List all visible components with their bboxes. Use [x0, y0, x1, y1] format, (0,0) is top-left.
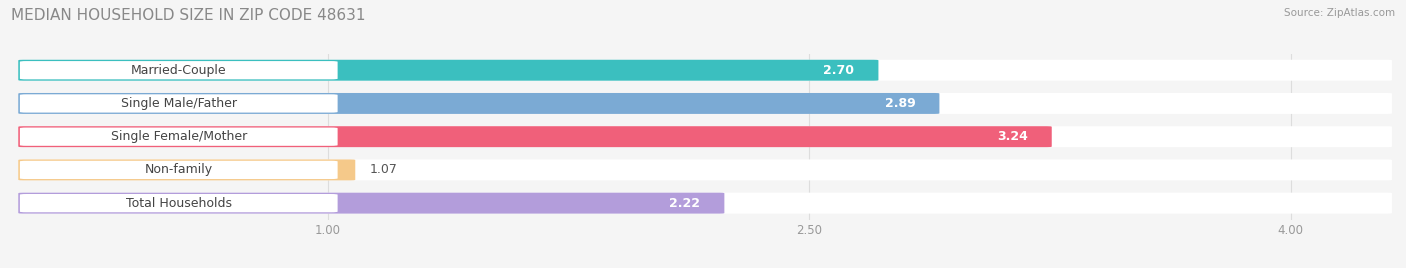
Text: Married-Couple: Married-Couple: [131, 64, 226, 77]
Text: MEDIAN HOUSEHOLD SIZE IN ZIP CODE 48631: MEDIAN HOUSEHOLD SIZE IN ZIP CODE 48631: [11, 8, 366, 23]
FancyBboxPatch shape: [18, 193, 724, 214]
FancyBboxPatch shape: [18, 193, 1392, 214]
FancyBboxPatch shape: [18, 126, 1052, 147]
FancyBboxPatch shape: [18, 60, 879, 81]
FancyBboxPatch shape: [18, 126, 1392, 147]
FancyBboxPatch shape: [20, 128, 337, 146]
Text: 2.22: 2.22: [669, 197, 700, 210]
FancyBboxPatch shape: [18, 159, 356, 180]
Text: Single Male/Father: Single Male/Father: [121, 97, 236, 110]
FancyBboxPatch shape: [18, 93, 939, 114]
Text: 3.24: 3.24: [997, 130, 1028, 143]
Text: 2.89: 2.89: [884, 97, 915, 110]
FancyBboxPatch shape: [18, 159, 1392, 180]
Text: 1.07: 1.07: [370, 163, 398, 176]
FancyBboxPatch shape: [20, 161, 337, 179]
FancyBboxPatch shape: [20, 61, 337, 79]
Text: Source: ZipAtlas.com: Source: ZipAtlas.com: [1284, 8, 1395, 18]
Text: Total Households: Total Households: [125, 197, 232, 210]
FancyBboxPatch shape: [18, 60, 1392, 81]
Text: 2.70: 2.70: [824, 64, 855, 77]
Text: Single Female/Mother: Single Female/Mother: [111, 130, 247, 143]
FancyBboxPatch shape: [18, 93, 1392, 114]
FancyBboxPatch shape: [20, 94, 337, 113]
Text: Non-family: Non-family: [145, 163, 212, 176]
FancyBboxPatch shape: [20, 194, 337, 212]
